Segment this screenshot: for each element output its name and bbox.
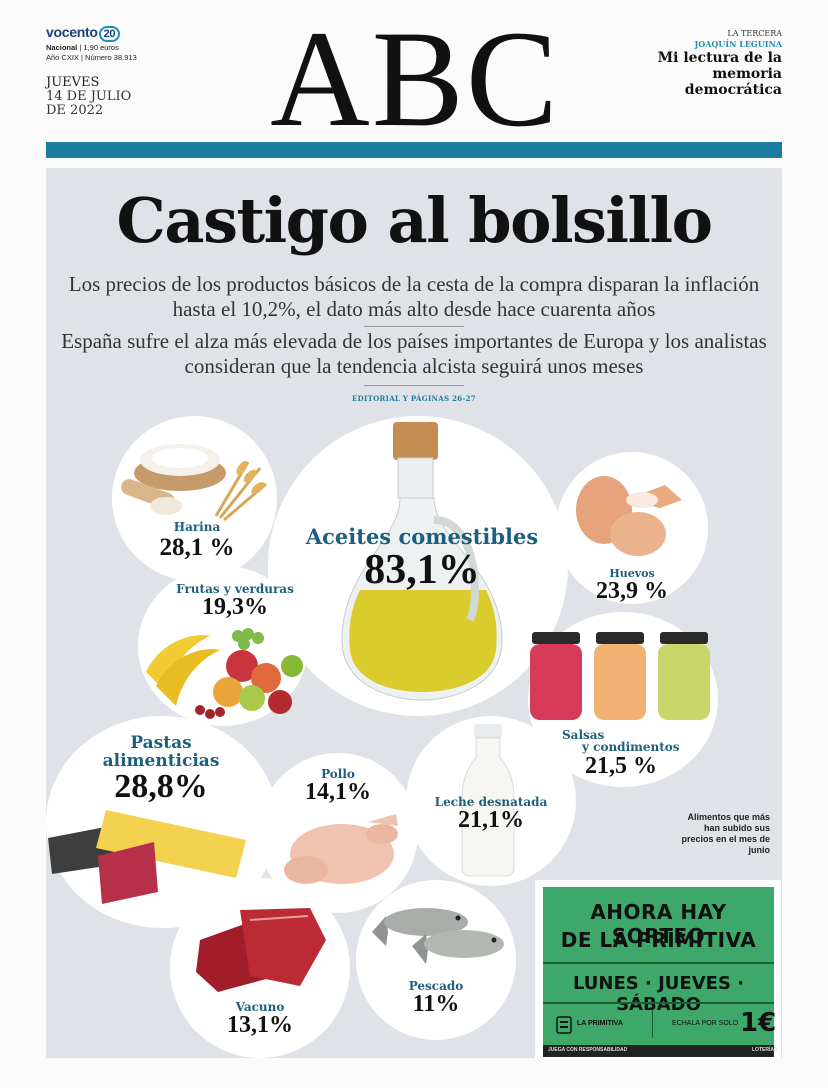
primitiva-logo-icon: [556, 1016, 572, 1034]
pollo-label: Pollo: [321, 767, 355, 781]
beef-illustration: [196, 908, 326, 992]
ad-divider: [543, 962, 774, 964]
frutas-label: Frutas y verduras: [176, 582, 294, 596]
frutas-value: 19,3%: [202, 594, 268, 620]
fruits-illustration: [146, 628, 303, 719]
leche-label: Leche desnatada: [434, 795, 548, 809]
flour-illustration: [121, 444, 267, 522]
vacuno-value: 13,1%: [227, 1012, 293, 1038]
huevos-value: 23,9 %: [596, 578, 668, 604]
pastas-label-2: alimenticias: [102, 751, 220, 771]
chicken-illustration: [284, 814, 398, 884]
aceites-label: Aceites comestibles: [305, 524, 539, 549]
pastas-value: 28,8%: [114, 768, 208, 805]
oil-bottle-illustration: [341, 422, 503, 701]
abc-logo: ABC: [270, 2, 560, 155]
author-name: JOAQUÍN LEGUINA: [694, 39, 782, 49]
pastas-label-1: Pastas: [130, 733, 192, 753]
lottery-ad-background: [543, 887, 774, 1045]
deck-paragraph-1: Los precios de los productos básicos de …: [68, 272, 760, 321]
editorial-reference: EDITORIAL Y PÁGINAS 26-27: [352, 394, 476, 403]
tercera-article-title: Mi lectura de la memoria democrática: [657, 50, 782, 98]
ad-footer: [543, 1045, 774, 1057]
pollo-value: 14,1%: [305, 779, 371, 805]
masthead-divider: [46, 142, 782, 158]
harina-label: Harina: [173, 520, 221, 534]
date-line-2: DE 2022: [46, 103, 104, 118]
ad-footer-left: JUEGA CON RESPONSABILIDAD: [548, 1047, 628, 1053]
vacuno-label: Vacuno: [235, 1000, 285, 1014]
leche-value: 21,1%: [458, 807, 524, 833]
issue-number: Año CXIX | Número 38.913: [46, 53, 137, 62]
side-note: Alimentos que más han subido sus precios…: [681, 812, 770, 855]
salsas-value: 21,5 %: [585, 753, 657, 779]
deck-paragraph-2: España sufre el alza más elevada de los …: [61, 329, 767, 378]
deck-rule: [364, 385, 464, 386]
aceites-value: 83,1%: [364, 547, 480, 593]
huevos-label: Huevos: [609, 567, 655, 580]
headline: Castigo al bolsillo: [116, 184, 713, 257]
ad-price: 1€: [740, 1008, 777, 1038]
pescado-label: Pescado: [408, 979, 464, 993]
date-line-1: 14 DE JULIO: [46, 89, 132, 104]
pescado-circle: [356, 880, 516, 1040]
ad-footer-right: LOTERÍAS: [752, 1047, 778, 1053]
pasta-illustration: [48, 810, 246, 904]
ad-separator: [652, 1010, 653, 1038]
salsas-label-2: y condimentos: [582, 740, 680, 754]
ad-headline-1: AHORA HAY SORTEO: [590, 900, 727, 948]
section-label: LA TERCERA: [727, 29, 782, 38]
deck-rule: [364, 326, 464, 327]
ad-draw-days: LUNES · JUEVES · SÁBADO: [572, 973, 745, 1015]
fish-illustration: [372, 908, 504, 964]
ad-brand: LA PRIMITIVA: [577, 1020, 623, 1027]
eggs-illustration: [576, 476, 682, 556]
pescado-value: 11%: [412, 991, 460, 1017]
ad-divider: [543, 1002, 774, 1004]
sauce-jars-illustration: [530, 632, 710, 720]
harina-value: 28,1 %: [159, 534, 235, 561]
edition-price: Nacional | 1,90 euros: [46, 43, 119, 52]
milk-bottle-illustration: [461, 724, 515, 877]
ad-headline-2: DE LA PRIMITIVA: [560, 928, 757, 952]
vocento-logo: vocento 20: [46, 24, 121, 42]
weekday: JUEVES: [46, 75, 100, 90]
ad-price-text: ECHALA POR SOLO: [672, 1020, 739, 1027]
salsas-label-1: Salsas: [562, 728, 605, 742]
